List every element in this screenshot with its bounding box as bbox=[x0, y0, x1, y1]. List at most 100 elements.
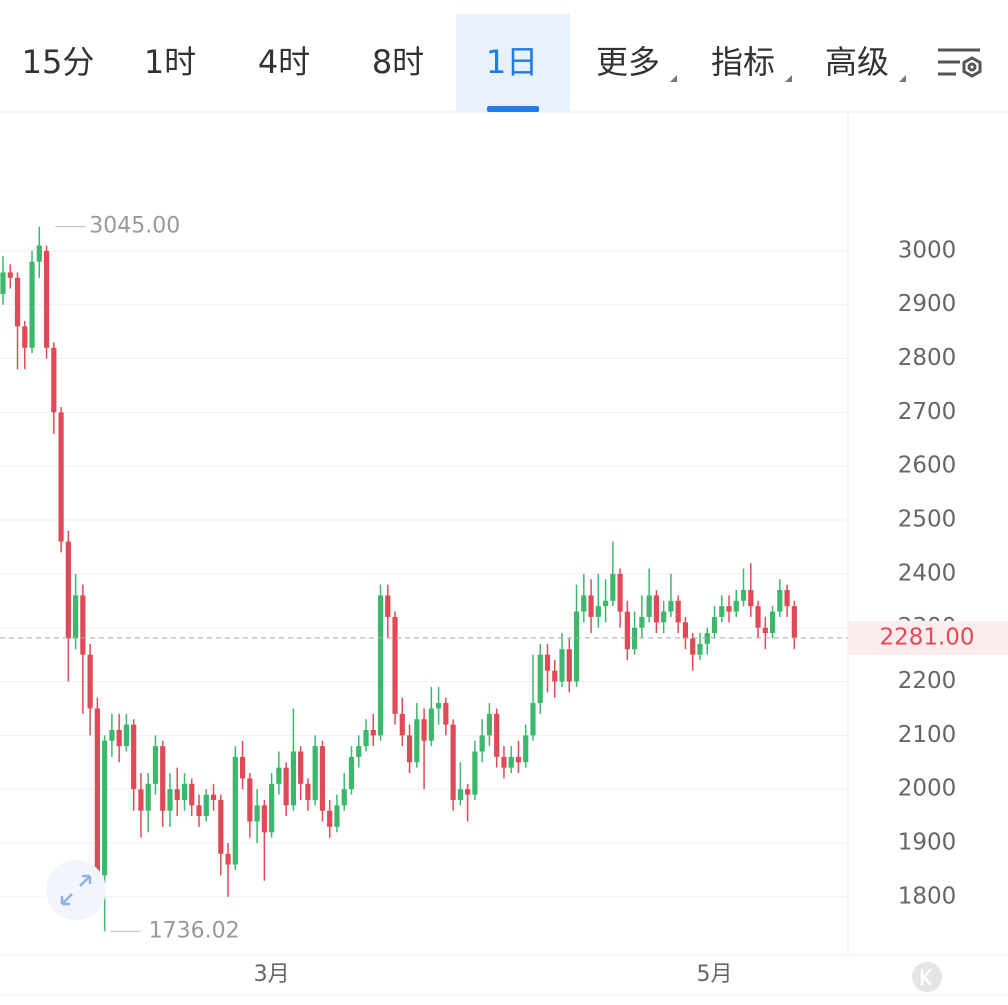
candle-body bbox=[319, 746, 326, 811]
tab-selected-bar bbox=[487, 106, 539, 112]
candle-body bbox=[479, 735, 485, 752]
candle-body bbox=[602, 600, 609, 607]
candle-body bbox=[87, 654, 93, 709]
candle-body bbox=[65, 541, 71, 639]
candle-body bbox=[261, 805, 267, 833]
candle-body bbox=[704, 633, 710, 644]
candle-body bbox=[167, 789, 173, 811]
tab-label[interactable]: 指标 bbox=[711, 43, 775, 81]
candle-body bbox=[784, 590, 790, 607]
candle-body bbox=[305, 783, 311, 800]
k-glyph bbox=[920, 968, 932, 986]
candle-body bbox=[682, 622, 689, 639]
candle-body bbox=[109, 729, 115, 741]
last-price-label: 2281.00 bbox=[879, 624, 974, 650]
candle-body bbox=[544, 654, 551, 671]
candle-body bbox=[51, 347, 57, 413]
candle-body bbox=[283, 767, 289, 806]
y-tick-label: 1900 bbox=[898, 830, 957, 856]
candle-body bbox=[247, 778, 253, 822]
candle-body bbox=[443, 703, 449, 725]
candle-body bbox=[29, 261, 35, 348]
candle-body bbox=[385, 595, 391, 617]
candle-body bbox=[559, 649, 565, 682]
candle-body bbox=[102, 740, 108, 876]
candle-body bbox=[290, 751, 296, 806]
tab-label[interactable]: 1日 bbox=[486, 43, 538, 81]
button-circle bbox=[912, 962, 942, 992]
candle-body bbox=[515, 756, 522, 763]
candle-body bbox=[675, 600, 681, 623]
candle-body bbox=[472, 751, 478, 795]
candle-body bbox=[276, 767, 282, 784]
candle-body bbox=[733, 600, 739, 612]
candle-body bbox=[377, 595, 384, 736]
candle-body bbox=[566, 649, 572, 682]
icon-dot bbox=[967, 62, 977, 72]
candle-body bbox=[690, 638, 696, 655]
candle-body bbox=[0, 272, 6, 294]
candle-body bbox=[668, 600, 674, 612]
candle-body bbox=[152, 746, 159, 784]
settings-icon[interactable] bbox=[938, 48, 982, 78]
tab-label[interactable]: 更多 bbox=[596, 43, 660, 81]
candle-body bbox=[777, 590, 783, 612]
candle-body bbox=[726, 606, 732, 612]
candle-body bbox=[312, 746, 318, 800]
candle-body bbox=[661, 611, 667, 623]
candle-body bbox=[123, 724, 130, 747]
low-label: 1736.02 bbox=[149, 918, 240, 943]
x-tick-label: 5月 bbox=[696, 962, 732, 987]
candle-body bbox=[406, 735, 413, 763]
tab-label[interactable]: 15分 bbox=[22, 43, 95, 81]
candle-body bbox=[218, 799, 224, 854]
tab-label[interactable]: 高级 bbox=[825, 43, 889, 81]
candle-body bbox=[203, 794, 209, 817]
y-tick-label: 2600 bbox=[898, 453, 957, 479]
button-circle bbox=[46, 860, 106, 920]
candle-body bbox=[269, 783, 275, 833]
candle-body bbox=[537, 654, 543, 704]
candle-body bbox=[210, 794, 217, 800]
y-tick-label: 2700 bbox=[898, 399, 957, 425]
candle-body bbox=[588, 595, 594, 617]
candle-body bbox=[769, 611, 776, 634]
candle-body bbox=[450, 724, 456, 800]
candle-body bbox=[436, 703, 442, 709]
candle-body bbox=[399, 713, 405, 736]
candle-body bbox=[131, 724, 137, 790]
y-tick-label: 1800 bbox=[898, 883, 957, 909]
candle-body bbox=[791, 606, 797, 638]
candle-body bbox=[697, 643, 703, 655]
high-label: 3045.00 bbox=[89, 214, 180, 239]
candle-body bbox=[356, 746, 362, 757]
candle-body bbox=[327, 810, 333, 827]
candle-body bbox=[552, 670, 558, 682]
k-button[interactable] bbox=[912, 962, 942, 992]
candle-body bbox=[341, 789, 347, 806]
expand-button[interactable] bbox=[46, 860, 106, 920]
y-tick-label: 2100 bbox=[898, 722, 957, 748]
candle-body bbox=[465, 789, 471, 795]
y-tick-label: 3000 bbox=[898, 237, 957, 263]
candle-body bbox=[428, 708, 434, 741]
tab-label[interactable]: 8时 bbox=[372, 43, 424, 81]
tab-selected-bg bbox=[456, 14, 570, 112]
candle-body bbox=[36, 245, 42, 262]
x-tick-label: 3月 bbox=[254, 962, 290, 987]
candle-body bbox=[501, 756, 507, 768]
candle-body bbox=[174, 789, 180, 800]
candle-body bbox=[73, 595, 79, 639]
candle-body bbox=[632, 627, 638, 650]
candle-body bbox=[14, 277, 21, 327]
candle-body bbox=[581, 595, 587, 612]
tab-label[interactable]: 4时 bbox=[258, 43, 310, 81]
tab-label[interactable]: 1时 bbox=[144, 43, 196, 81]
menu-triangle bbox=[670, 75, 677, 82]
candle-body bbox=[523, 735, 529, 763]
candle-body bbox=[145, 783, 151, 811]
candle-body bbox=[196, 805, 202, 817]
candle-body bbox=[298, 751, 304, 784]
candle-body bbox=[239, 756, 246, 779]
